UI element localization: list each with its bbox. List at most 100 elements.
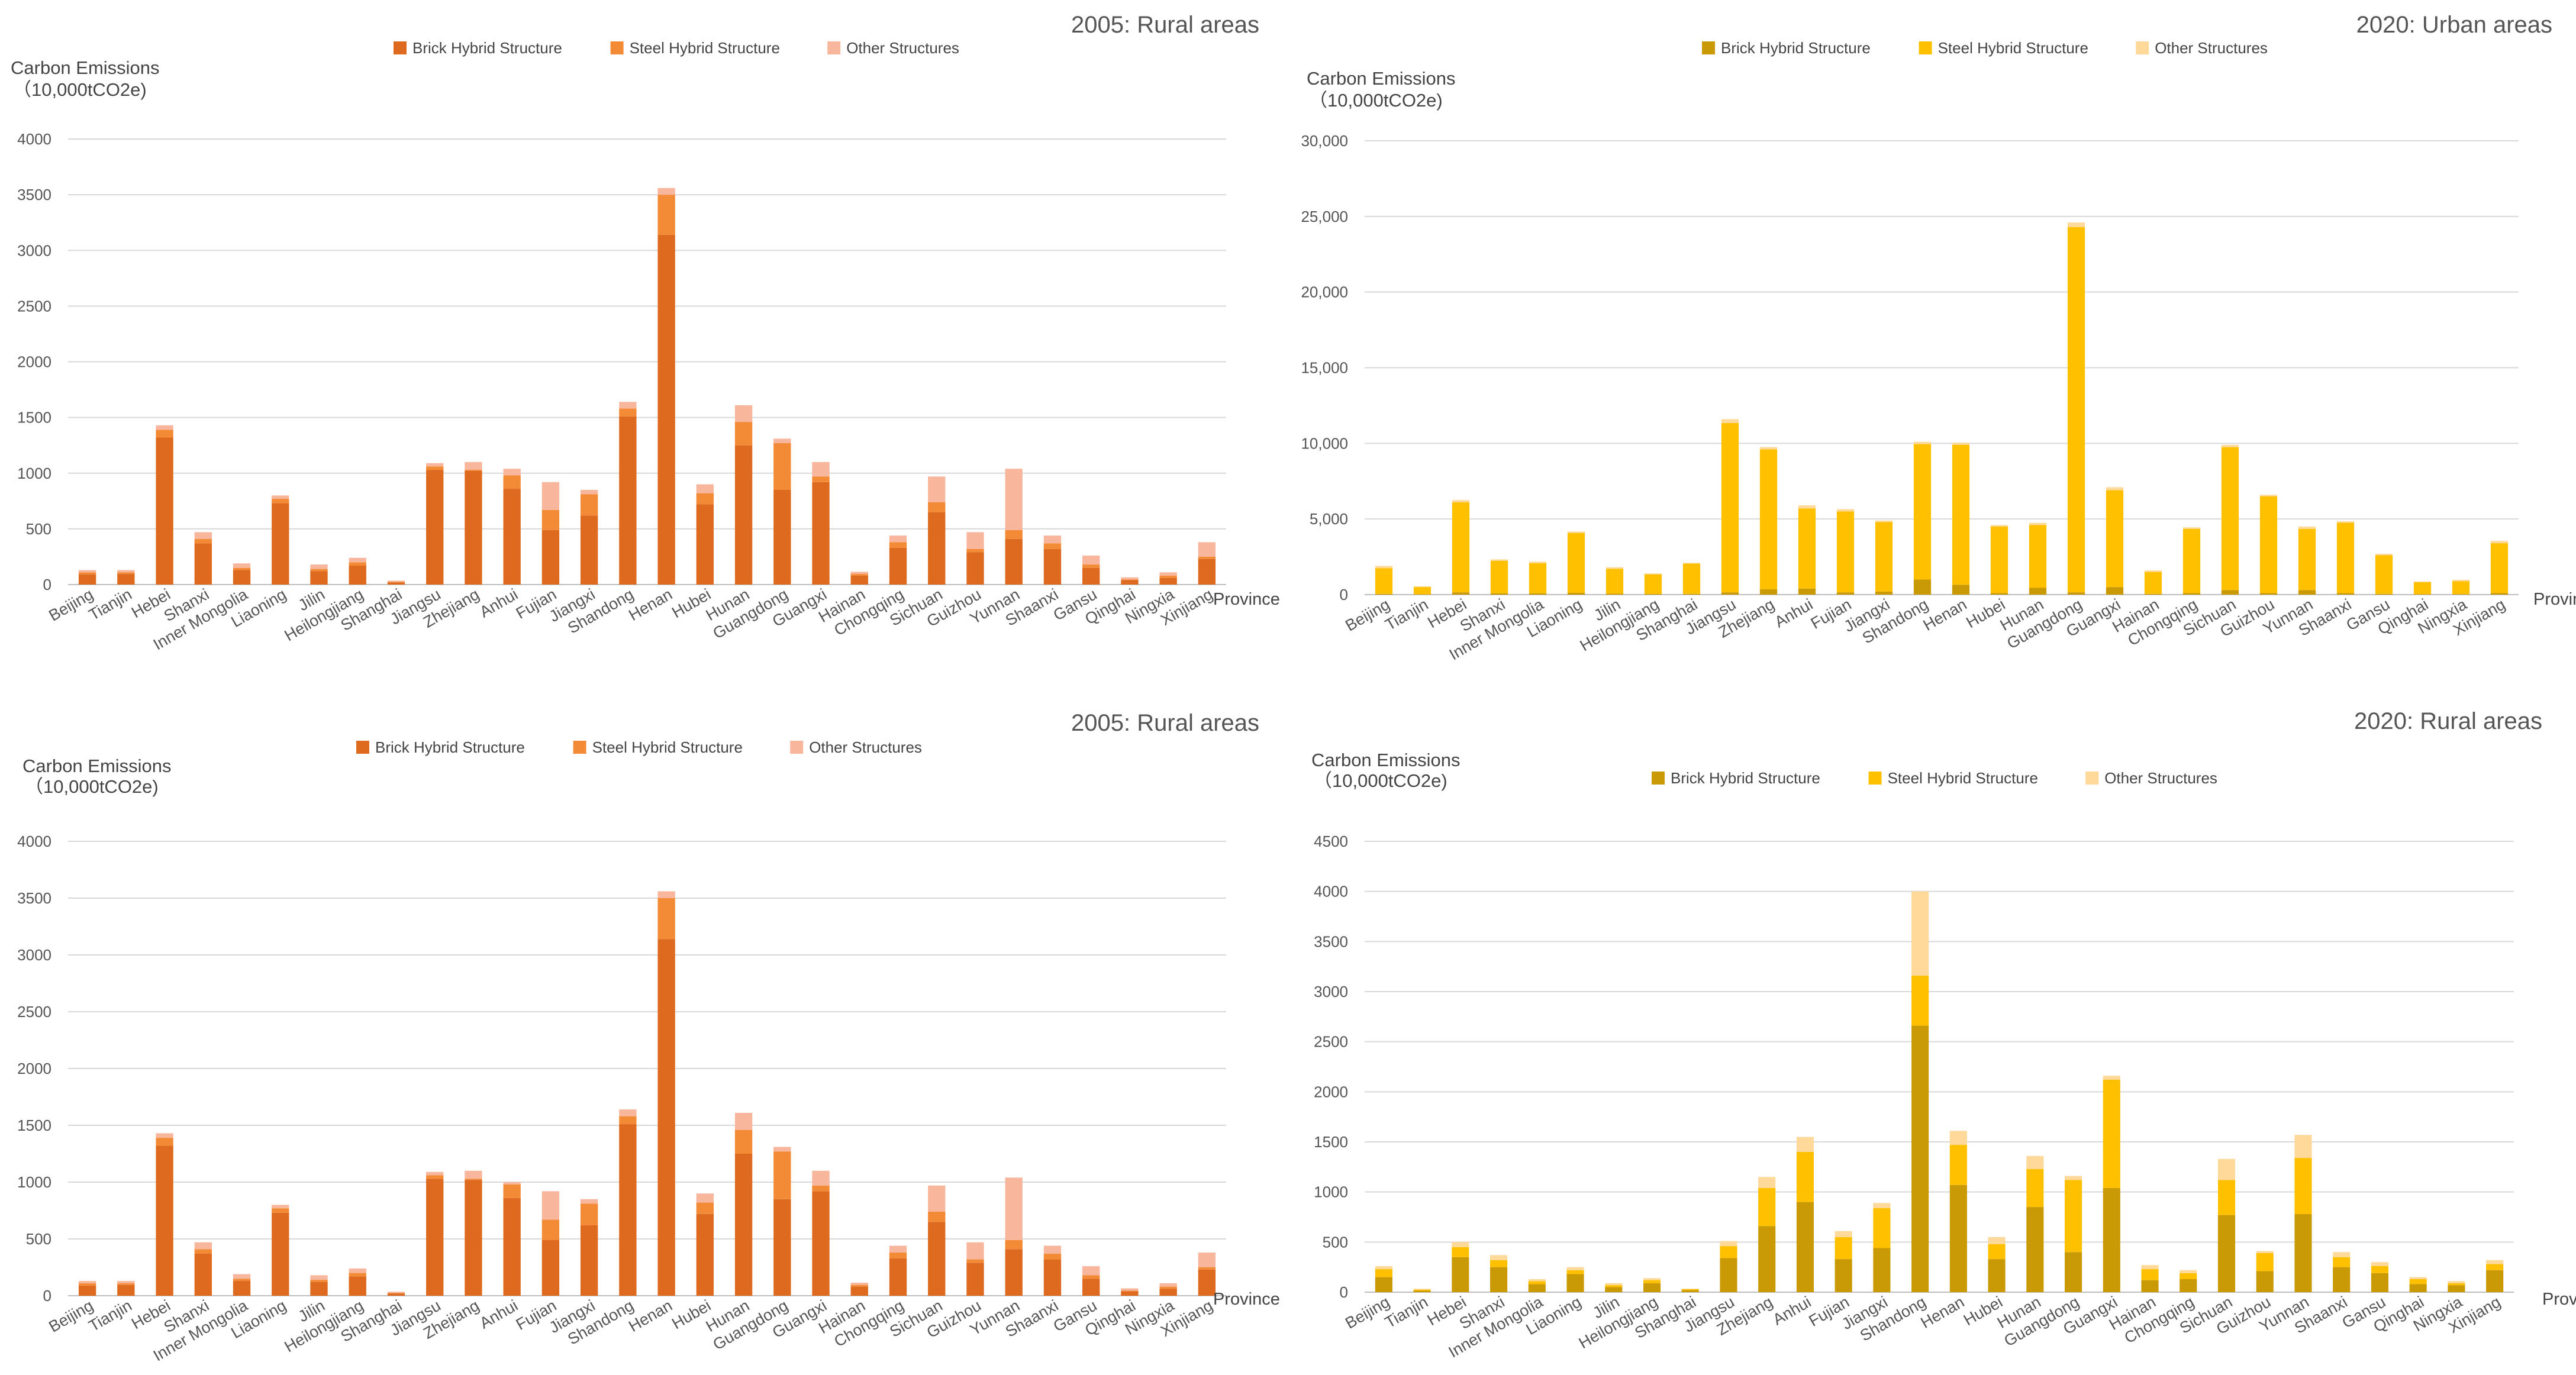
bar-tianjin-2: [1413, 587, 1432, 595]
bar-jilin-3: [310, 564, 328, 569]
bar-guangxi-1: [2103, 1187, 2120, 1292]
legend-label-1: Brick Hybrid Structure: [1721, 39, 1871, 57]
bar-jilin-1: [1605, 1287, 1623, 1292]
bar-ningxia-2: [1159, 575, 1177, 578]
bar-guizhou-2: [966, 1259, 984, 1263]
x-axis-label: Province: [1213, 1290, 1280, 1309]
bar-tianjin-2: [117, 1283, 135, 1285]
bar-chongqing-1: [2180, 1279, 2197, 1292]
bar-tianjin-1: [1413, 594, 1432, 595]
bar-jiangsu-3: [426, 463, 444, 467]
bar-yunnan-3: [2298, 526, 2316, 529]
bar-fujian-3: [1836, 509, 1855, 512]
x-tick-label: Beijing: [46, 585, 96, 625]
bar-yunnan-2: [2298, 528, 2316, 590]
bar-shanxi-2: [194, 1249, 212, 1254]
bar-hainan-2: [850, 1284, 868, 1287]
y-tick-label: 10,000: [1301, 434, 1348, 452]
chart-2005-rural-bottom-svg: 2005: Rural areas Carbon Emissions（10,000…: [17, 710, 1280, 1365]
bar-hunan-3: [734, 405, 753, 422]
bar-inner-mongolia-2: [233, 1279, 251, 1282]
legend-label-3: Other Structures: [809, 738, 922, 756]
y-tick-label: 5,000: [1310, 510, 1348, 528]
bar-shandong-1: [1911, 1025, 1929, 1292]
bar-jiangxi-3: [580, 1199, 598, 1204]
bar-qinghai-2: [1121, 1290, 1139, 1292]
chart-2020-rural: 2020: Rural areas Carbon Emissions （10,000…: [1288, 688, 2576, 1375]
chart-2005-rural-top-svg: 2005: Rural areas Carbon Emissions（10,000…: [11, 12, 1280, 654]
x-tick-label: Henan: [626, 585, 675, 624]
bar-gansu-3: [2375, 553, 2393, 556]
legend-swatch-2: [1868, 772, 1882, 785]
bar-shaanxi-2: [2333, 1257, 2351, 1267]
bar-fujian-3: [541, 482, 560, 510]
bar-beijing-2: [1375, 568, 1393, 594]
chart-title: 2020: Urban areas: [2356, 12, 2552, 38]
legend-swatch-1: [356, 741, 369, 754]
bar-guangdong-1: [773, 1199, 791, 1296]
bar-shandong-3: [1913, 441, 1932, 444]
bar-anhui-3: [503, 1182, 521, 1184]
bar-sichuan-1: [928, 512, 946, 585]
x-axis-label: Province: [2542, 1290, 2576, 1309]
bar-tianjin-3: [117, 1281, 135, 1283]
legend: Brick Hybrid Structure Steel Hybrid Struc…: [1702, 39, 2268, 57]
bar-guangxi-2: [2103, 1080, 2120, 1188]
bar-guangxi-1: [812, 1191, 830, 1296]
y-axis-label: Carbon Emissions: [1307, 68, 1456, 89]
bar-sichuan-3: [2217, 1158, 2236, 1180]
bar-hubei-2: [696, 493, 714, 505]
bar-hubei-2: [1990, 526, 2008, 593]
bar-jilin-1: [310, 571, 328, 585]
bar-guizhou-2: [2259, 496, 2278, 593]
bar-shandong-3: [1911, 891, 1929, 976]
bar-liaoning-1: [1566, 1274, 1584, 1292]
bar-hebei-1: [1452, 592, 1470, 595]
bar-chongqing-2: [2180, 1273, 2197, 1279]
bar-zhejiang-2: [1758, 1187, 1776, 1226]
bar-heilongjiang-3: [349, 1268, 366, 1273]
bar-anhui-1: [1796, 1202, 1814, 1292]
bar-guizhou-1: [966, 552, 984, 585]
bar-jilin-2: [310, 1280, 328, 1282]
x-tick-label: Anhui: [476, 1296, 521, 1332]
bar-henan-2: [1952, 444, 1970, 585]
bar-guangdong-1: [773, 489, 791, 585]
bar-guangxi-1: [2106, 587, 2124, 595]
legend-swatch-2: [1919, 41, 1932, 54]
bar-zhejiang-1: [465, 470, 482, 585]
bar-hainan-2: [2144, 572, 2162, 594]
bar-guizhou-1: [966, 1263, 984, 1296]
bar-shaanxi-1: [1043, 1259, 1062, 1296]
bar-zhejiang-3: [1759, 447, 1778, 450]
bar-inner-mongolia-1: [1528, 1284, 1546, 1292]
bar-guangdong-2: [773, 1151, 791, 1199]
bar-hunan-3: [2026, 1155, 2044, 1169]
bar-beijing-3: [78, 1281, 96, 1283]
bar-gansu-1: [2371, 1273, 2388, 1292]
legend-swatch-1: [394, 41, 407, 54]
y-tick-label: 3000: [1314, 983, 1348, 1000]
bar-inner-mongolia-3: [1528, 1279, 1546, 1282]
bar-guizhou-3: [966, 532, 984, 549]
bar-hainan-3: [850, 572, 868, 574]
bar-beijing-2: [1375, 1269, 1392, 1277]
bar-inner-mongolia-1: [233, 1281, 251, 1296]
bar-shanghai-1: [1682, 593, 1701, 595]
bar-shanghai-2: [1681, 1289, 1699, 1290]
bar-inner-mongolia-2: [233, 567, 251, 570]
bar-henan-3: [1952, 443, 1970, 445]
bar-shaanxi-1: [2336, 593, 2355, 595]
bar-hunan-1: [734, 1154, 753, 1296]
y-tick-label: 4000: [1314, 883, 1348, 900]
bar-beijing-1: [78, 1285, 96, 1296]
bar-liaoning-2: [1567, 532, 1585, 593]
bar-chongqing-2: [889, 1253, 907, 1258]
bar-hebei-3: [1452, 500, 1470, 503]
y-tick-label: 1500: [17, 409, 51, 427]
bar-sichuan-2: [2217, 1180, 2236, 1215]
bar-jiangsu-1: [426, 1179, 444, 1296]
bar-inner-mongolia-3: [233, 563, 251, 568]
bar-jilin-2: [1605, 569, 1624, 594]
bar-shandong-3: [619, 402, 637, 409]
